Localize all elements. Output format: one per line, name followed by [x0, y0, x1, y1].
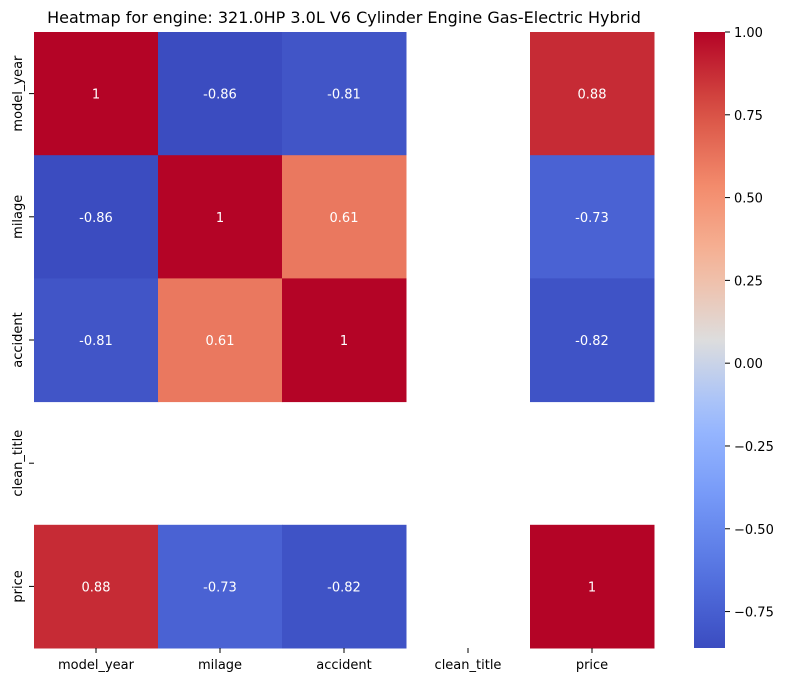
- cell-annotation: -0.82: [575, 334, 609, 349]
- colorbar-tick-label: 0.25: [734, 274, 763, 289]
- colorbar-tick-label: 0.75: [734, 109, 763, 124]
- colorbar-tick-label: 0.50: [734, 192, 763, 207]
- heatmap-cell: [158, 155, 283, 279]
- cell-annotation: 1: [216, 211, 224, 226]
- cell-annotation: 1: [588, 580, 596, 595]
- chart-title: Heatmap for engine: 321.0HP 3.0L V6 Cyli…: [47, 8, 641, 27]
- y-tick-label: clean_title: [11, 430, 26, 497]
- x-tick-label: clean_title: [435, 658, 502, 673]
- x-tick-label: model_year: [58, 658, 135, 673]
- x-tick-label: accident: [316, 658, 371, 673]
- colorbar-tick-label: −0.75: [734, 606, 774, 621]
- heatmap-cell: [530, 278, 655, 403]
- heatmap-cell: [530, 32, 655, 156]
- heatmap-cell: [158, 32, 283, 156]
- x-tick-label: milage: [198, 658, 242, 673]
- cell-annotation: -0.73: [575, 211, 609, 226]
- colorbar-tick-label: −0.25: [734, 440, 774, 455]
- heatmap-cell: [158, 278, 283, 403]
- y-tick-label: price: [11, 570, 26, 602]
- heatmap-cell: [282, 155, 407, 279]
- heatmap-cell: [282, 278, 407, 403]
- y-tick-label: model_year: [11, 55, 26, 132]
- heatmap-cell: [530, 524, 655, 649]
- cell-annotation: 0.88: [578, 88, 607, 103]
- heatmap-cell: [34, 278, 159, 403]
- cell-annotation: -0.73: [203, 580, 237, 595]
- cell-annotation: -0.82: [327, 580, 361, 595]
- y-tick-label: accident: [11, 312, 26, 367]
- heatmap-cell: [530, 155, 655, 279]
- cell-annotation: -0.81: [327, 88, 361, 103]
- heatmap-cell: [282, 32, 407, 156]
- colorbar: [694, 32, 725, 648]
- cell-annotation: 1: [340, 334, 348, 349]
- cell-annotations: 1 -0.86 -0.81 0.88 -0.86 1 0.61 -0.73 -0.81 0.61 1…: [79, 88, 609, 596]
- x-axis-ticks: model_year milage accident clean_title price: [58, 648, 608, 673]
- x-tick-label: price: [576, 658, 608, 673]
- cell-annotation: -0.81: [79, 334, 113, 349]
- y-tick-label: milage: [11, 195, 26, 239]
- heatmap-cell: [158, 524, 283, 649]
- heatmap-cells: [34, 32, 655, 649]
- colorbar-ticks: 1.00 0.75 0.50 0.25 0.00 −0.25 −0.50 −0.75: [725, 26, 774, 621]
- cell-annotation: 0.61: [206, 334, 235, 349]
- colorbar-tick-label: 1.00: [734, 26, 763, 41]
- cell-annotation: 1: [92, 88, 100, 103]
- heatmap-cell: [34, 524, 159, 649]
- cell-annotation: 0.61: [330, 211, 359, 226]
- heatmap-cell: [282, 524, 407, 649]
- cell-annotation: -0.86: [203, 88, 237, 103]
- cell-annotation: 0.88: [82, 580, 111, 595]
- colorbar-tick-label: 0.00: [734, 357, 763, 372]
- heatmap-cell: [34, 32, 159, 156]
- cell-annotation: -0.86: [79, 211, 113, 226]
- colorbar-tick-label: −0.50: [734, 523, 774, 538]
- heatmap-cell: [34, 155, 159, 279]
